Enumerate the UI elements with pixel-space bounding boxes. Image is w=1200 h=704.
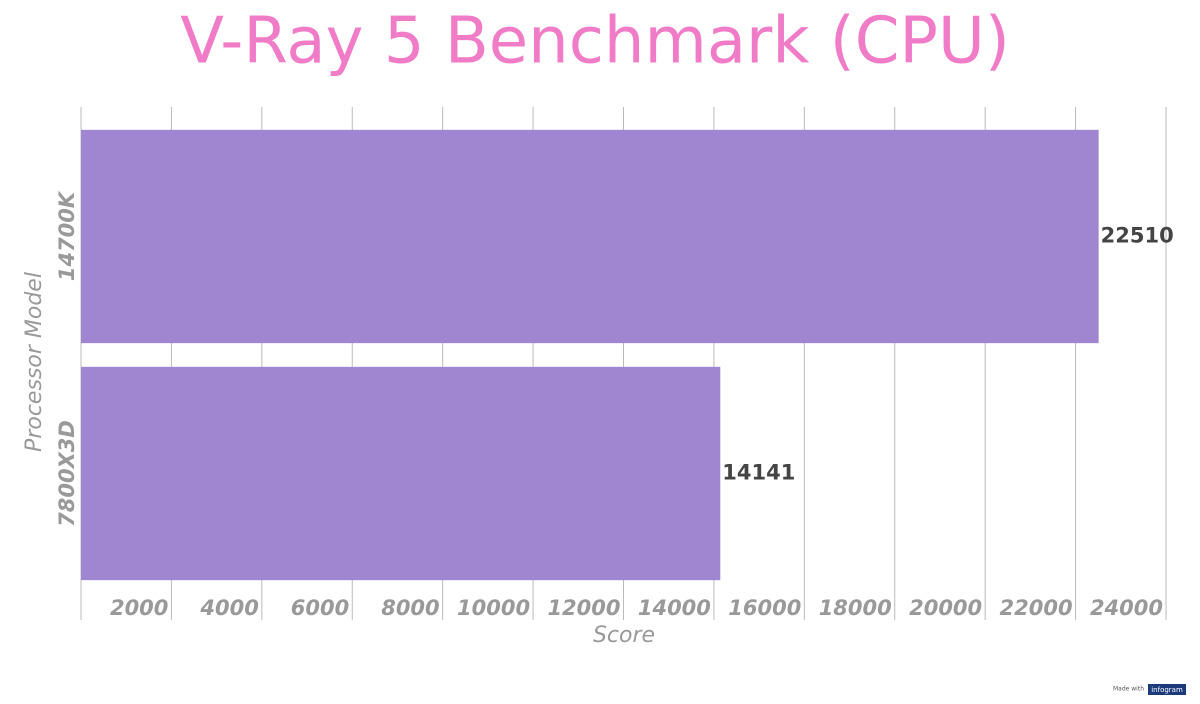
footer-brand: infogram	[1151, 686, 1183, 694]
y-tick-label: 7800X3D	[55, 420, 79, 527]
bar	[81, 129, 1099, 344]
value-label: 14141	[722, 461, 795, 485]
x-tick-label: 2000	[110, 596, 168, 620]
x-tick-label: 12000	[547, 596, 620, 620]
x-tick-label: 16000	[728, 596, 801, 620]
x-tick-label: 10000	[457, 596, 530, 620]
x-tick-label: 22000	[1000, 596, 1073, 620]
x-tick-label: 20000	[909, 596, 982, 620]
x-axis-title: Score	[593, 623, 655, 648]
x-tick-label: 18000	[819, 596, 892, 620]
x-tick-label: 8000	[381, 596, 439, 620]
footer-text: Made with	[1113, 686, 1144, 693]
x-tick-label: 4000	[199, 596, 258, 620]
y-tick-label: 14700K	[55, 190, 79, 281]
value-label: 22510	[1101, 224, 1174, 248]
x-tick-label: 14000	[638, 596, 711, 620]
y-axis-title: Processor Model	[22, 272, 47, 452]
x-tick-label: 6000	[291, 596, 349, 620]
bar	[81, 366, 721, 581]
chart-title: V-Ray 5 Benchmark (CPU)	[180, 5, 1010, 79]
footer-badge	[1148, 684, 1186, 695]
x-tick-label: 24000	[1090, 596, 1163, 620]
